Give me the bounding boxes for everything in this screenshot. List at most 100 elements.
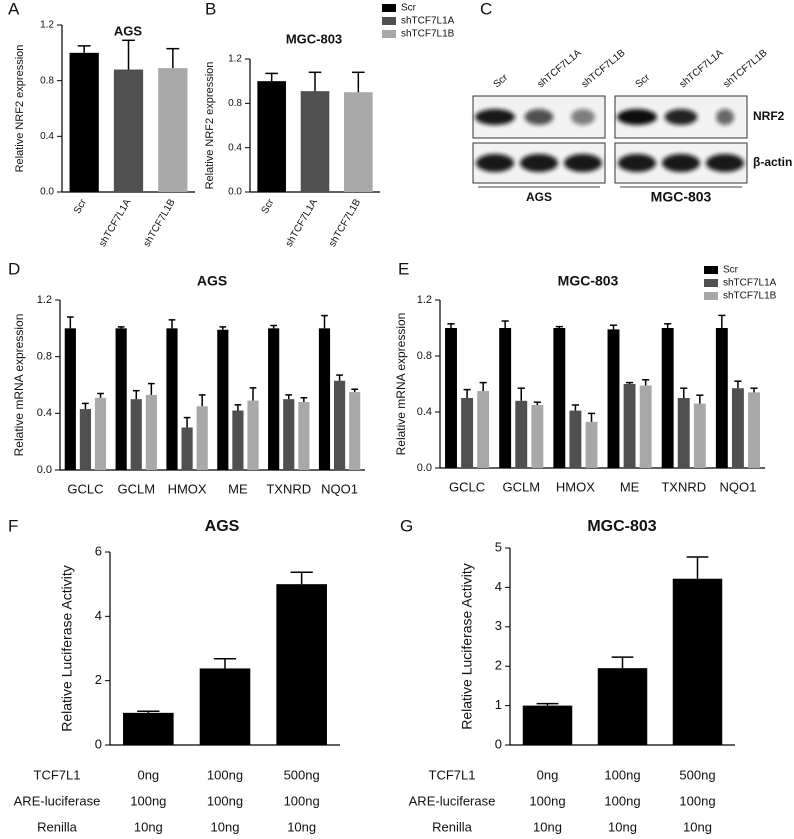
bar xyxy=(79,409,92,470)
x-tick-label: GCLM xyxy=(117,481,155,496)
lane-label: shTCF7L1B xyxy=(580,47,628,90)
bar xyxy=(445,328,457,468)
bar xyxy=(283,399,295,470)
bar xyxy=(597,668,648,745)
bar xyxy=(477,391,490,468)
cell-line-label: MGC-803 xyxy=(651,189,712,205)
legend-swatch xyxy=(704,292,718,300)
chart-title: AGS xyxy=(197,273,227,289)
blot-band xyxy=(706,154,744,172)
x-tick-label: TXNRD xyxy=(661,479,706,494)
table-row-label: Renilla xyxy=(432,819,473,834)
x-tick-label: GCLM xyxy=(502,479,540,494)
blot-band xyxy=(475,109,515,125)
bar xyxy=(115,328,127,470)
x-tick-label: Scr xyxy=(72,197,89,216)
chart-title: MGC-803 xyxy=(286,31,342,46)
chart-title: AGS xyxy=(114,23,143,38)
blot-band xyxy=(664,109,698,125)
error-bar xyxy=(536,702,559,706)
y-axis-label: Relative Luciferase Activity xyxy=(459,563,475,730)
legend-swatch xyxy=(704,279,718,287)
y-tick-label: 0.8 xyxy=(417,350,432,362)
blot-band xyxy=(520,154,558,172)
table-cell: 10ng xyxy=(533,819,562,834)
y-tick-label: 0.4 xyxy=(37,407,52,419)
x-tick-label: shTCF7L1A xyxy=(97,197,133,249)
y-tick-label: 0 xyxy=(495,736,502,751)
table-row-label: TCF7L1 xyxy=(34,767,81,782)
blot-band xyxy=(662,154,700,172)
bar xyxy=(298,402,310,470)
bar xyxy=(94,397,107,470)
y-tick-label: 0.8 xyxy=(228,98,242,109)
bar xyxy=(461,398,474,468)
error-bar xyxy=(686,556,709,579)
error-bar xyxy=(77,45,91,53)
chart-title: MGC-803 xyxy=(587,518,656,535)
bar xyxy=(531,405,544,468)
blot-band xyxy=(716,109,734,125)
blot-band xyxy=(618,154,656,172)
bar xyxy=(257,81,286,192)
x-tick-label: GCLC xyxy=(449,479,485,494)
y-tick-label: 1 xyxy=(495,697,502,712)
x-tick-label: TXNRD xyxy=(266,481,311,496)
table-row-label: ARE-luciferase xyxy=(14,793,101,808)
legend-label: shTCF7L1B xyxy=(723,291,777,302)
table-cell: 100ng xyxy=(529,793,565,808)
table-cell: 10ng xyxy=(211,819,240,834)
y-axis-label: Relative mRNA expression xyxy=(394,313,408,456)
y-tick-label: 0 xyxy=(95,736,102,751)
panel-letter: D xyxy=(8,259,20,278)
bar xyxy=(199,668,251,745)
error-bar xyxy=(122,39,135,70)
blot-band xyxy=(476,154,514,172)
table-cell: 10ng xyxy=(134,819,163,834)
blot-band xyxy=(617,109,657,125)
error-bar xyxy=(517,387,525,401)
panel-letter: G xyxy=(400,516,413,535)
bar xyxy=(276,584,327,745)
error-bar xyxy=(609,324,618,330)
panel-letter: C xyxy=(480,0,492,18)
x-tick-label: Scr xyxy=(260,197,277,216)
y-axis-label: Relative Luciferase Activity xyxy=(59,565,75,732)
blot-band xyxy=(524,109,554,125)
error-bar xyxy=(234,404,242,411)
x-tick-label: ME xyxy=(228,481,248,496)
bar xyxy=(166,328,178,470)
y-tick-label: 0.0 xyxy=(417,462,432,474)
error-bar xyxy=(479,381,487,391)
y-tick-label: 4 xyxy=(95,608,102,623)
bar xyxy=(158,68,188,192)
y-tick-label: 2 xyxy=(495,658,502,673)
chart-title: MGC-803 xyxy=(558,273,619,289)
legend-swatch xyxy=(382,4,396,12)
error-bar xyxy=(117,326,125,329)
error-bar xyxy=(290,571,313,585)
lane-label: shTCF7L1A xyxy=(536,47,584,90)
bar xyxy=(672,578,723,745)
chart-title: AGS xyxy=(205,518,240,535)
bar xyxy=(181,427,193,470)
bar xyxy=(623,384,636,468)
table-cell: 100ng xyxy=(284,793,320,808)
legend-label: Scr xyxy=(723,265,739,276)
error-bar xyxy=(265,72,278,82)
panel-letter: E xyxy=(398,259,409,278)
table-cell: 500ng xyxy=(284,767,320,782)
y-tick-label: 4 xyxy=(495,579,502,594)
bar xyxy=(247,400,259,470)
error-bar xyxy=(183,416,191,428)
error-bar xyxy=(147,382,155,395)
bar xyxy=(344,92,373,192)
bar xyxy=(300,91,330,192)
error-bar xyxy=(718,314,726,328)
protein-label: β-actin xyxy=(753,155,792,169)
cell-line-label: AGS xyxy=(526,190,552,204)
y-tick-label: 0.4 xyxy=(417,406,432,418)
bar xyxy=(661,328,674,468)
y-axis-label: Relative NRF2 expression xyxy=(204,62,216,190)
